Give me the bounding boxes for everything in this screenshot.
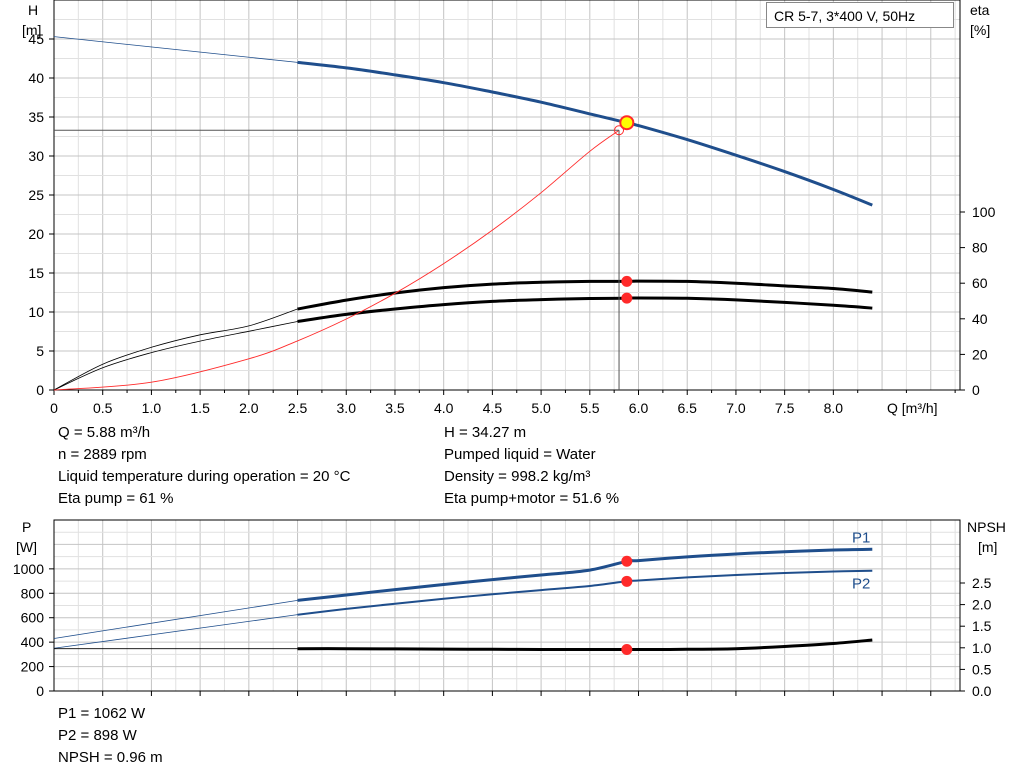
power-ytick-label: 600 bbox=[21, 610, 45, 626]
info-flow: Q = 5.88 m³/h bbox=[58, 424, 151, 441]
eta-ytick-label: 80 bbox=[972, 240, 988, 256]
upper-ytick-label: 5 bbox=[36, 343, 44, 359]
h-unit-label: [m] bbox=[22, 22, 41, 38]
xtick-label: 7.0 bbox=[726, 400, 746, 416]
eta_pump-curve-extension bbox=[53, 308, 298, 391]
npsh-ytick-label: 1.0 bbox=[972, 640, 992, 656]
xtick-label: 2.5 bbox=[288, 400, 308, 416]
eta-total-point bbox=[621, 292, 633, 304]
pump-title: CR 5-7, 3*400 V, 50Hz bbox=[766, 2, 954, 28]
system-curve bbox=[53, 129, 620, 391]
x-axis-label: Q [m³/h] bbox=[887, 400, 938, 416]
xtick-label: 5.5 bbox=[580, 400, 600, 416]
h-axis-label: H bbox=[28, 2, 38, 18]
npsh-ytick-label: 1.5 bbox=[972, 618, 992, 634]
xtick-label: 8.0 bbox=[824, 400, 844, 416]
xtick-label: 4.0 bbox=[434, 400, 454, 416]
upper-info-left: Q = 5.88 m³/h n = 2889 rpm Liquid temper… bbox=[58, 422, 350, 510]
upper-ytick-label: 25 bbox=[28, 187, 44, 203]
power-ytick-label: 0 bbox=[36, 683, 44, 699]
lower-chart-frame bbox=[53, 519, 961, 692]
H-curve-extension bbox=[53, 36, 298, 63]
power-ytick-label: 800 bbox=[21, 585, 45, 601]
npsh-curve bbox=[297, 638, 873, 652]
xtick-label: 1.0 bbox=[142, 400, 162, 416]
p2-curve-extension bbox=[53, 614, 298, 649]
xtick-label: 1.5 bbox=[190, 400, 210, 416]
xtick-label: 6.5 bbox=[677, 400, 697, 416]
xtick-label: 0.5 bbox=[93, 400, 113, 416]
xtick-label: 7.5 bbox=[775, 400, 795, 416]
npsh-ytick-label: 2.5 bbox=[972, 575, 992, 591]
npsh-unit-label: [m] bbox=[978, 539, 997, 555]
eta_pump-curve bbox=[297, 279, 873, 311]
npsh-ytick-label: 0.5 bbox=[972, 661, 992, 677]
info-p1: P1 = 1062 W bbox=[58, 705, 146, 722]
eta_total-curve bbox=[297, 296, 873, 323]
info-liquid-temperature: Liquid temperature during operation = 20… bbox=[58, 468, 351, 485]
upper-ytick-label: 15 bbox=[28, 265, 44, 281]
info-npsh: NPSH = 0.96 m bbox=[58, 749, 163, 766]
xtick-label: 4.5 bbox=[483, 400, 503, 416]
npsh-point bbox=[621, 644, 633, 656]
eta-ytick-label: 20 bbox=[972, 346, 988, 362]
power-ytick-label: 400 bbox=[21, 634, 45, 650]
xtick-label: 3.0 bbox=[337, 400, 357, 416]
upper-info-right: H = 34.27 m Pumped liquid = Water Densit… bbox=[444, 422, 619, 510]
upper-ytick-label: 45 bbox=[28, 31, 44, 47]
power-ytick-label: 1000 bbox=[13, 561, 44, 577]
H-curve bbox=[297, 60, 873, 207]
eta-ytick-label: 60 bbox=[972, 275, 988, 291]
eta_total-curve-extension bbox=[53, 321, 298, 391]
upper-ytick-label: 35 bbox=[28, 109, 44, 125]
xtick-label: 2.0 bbox=[239, 400, 259, 416]
upper-ytick-label: 40 bbox=[28, 70, 44, 86]
npsh-ytick-label: 0.0 bbox=[972, 683, 992, 699]
p1-curve-extension bbox=[53, 599, 298, 639]
xtick-label: 0 bbox=[50, 400, 58, 416]
p1-point bbox=[621, 555, 633, 567]
upper-ytick-label: 10 bbox=[28, 304, 44, 320]
xtick-label: 6.0 bbox=[629, 400, 649, 416]
info-pumped-liquid: Pumped liquid = Water bbox=[444, 446, 596, 463]
eta-unit-label: [%] bbox=[970, 22, 990, 38]
info-eta-pump: Eta pump = 61 % bbox=[58, 490, 174, 507]
upper-ytick-label: 20 bbox=[28, 226, 44, 242]
p2-point bbox=[621, 575, 633, 587]
xtick-label: 3.5 bbox=[385, 400, 405, 416]
p2-series-label: P2 bbox=[852, 576, 870, 593]
info-speed: n = 2889 rpm bbox=[58, 446, 147, 463]
info-eta-pump-motor: Eta pump+motor = 51.6 % bbox=[444, 490, 620, 507]
p1-series-label: P1 bbox=[852, 529, 870, 546]
info-p2: P2 = 898 W bbox=[58, 727, 137, 744]
upper-ytick-label: 0 bbox=[36, 382, 44, 398]
upper-ytick-label: 30 bbox=[28, 148, 44, 164]
xtick-label: 5.0 bbox=[531, 400, 551, 416]
eta-ytick-label: 40 bbox=[972, 311, 988, 327]
eta-pump-point bbox=[621, 275, 633, 287]
lower-info: P1 = 1062 W P2 = 898 W NPSH = 0.96 m bbox=[58, 703, 163, 769]
duty-point-marker bbox=[619, 115, 635, 131]
npsh-ytick-label: 2.0 bbox=[972, 597, 992, 613]
p1-curve bbox=[297, 547, 873, 602]
info-density: Density = 998.2 kg/m³ bbox=[444, 468, 591, 485]
power-axis-label: P bbox=[22, 519, 31, 535]
power-ytick-label: 200 bbox=[21, 659, 45, 675]
info-head: H = 34.27 m bbox=[444, 424, 527, 441]
eta-ytick-label: 0 bbox=[972, 382, 980, 398]
system-point-marker bbox=[614, 125, 625, 136]
power-unit-label: [W] bbox=[16, 539, 37, 555]
p2-curve bbox=[297, 569, 873, 616]
npsh-axis-label: NPSH bbox=[967, 519, 1006, 535]
eta-axis-label: eta bbox=[970, 2, 990, 18]
eta-ytick-label: 100 bbox=[972, 204, 996, 220]
